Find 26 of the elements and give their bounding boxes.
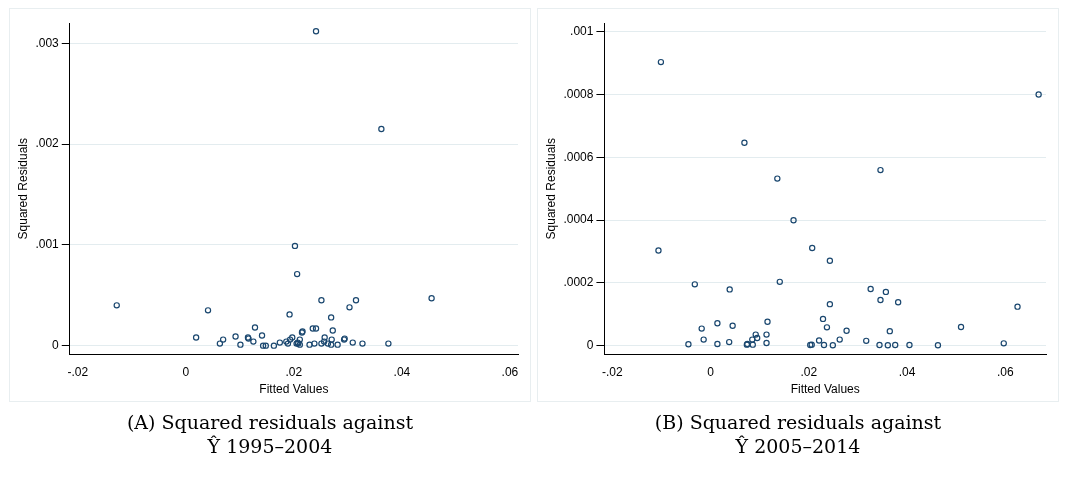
y-tick-label: 0 xyxy=(52,337,60,352)
y-tick-label: .0004 xyxy=(563,212,594,227)
y-axis-title: Squared Residuals xyxy=(543,138,558,240)
x-tick-label: .02 xyxy=(800,364,818,379)
y-tick-label: .003 xyxy=(35,35,60,50)
y-tick-label: .001 xyxy=(35,237,60,252)
x-tick-label: .06 xyxy=(501,364,519,379)
x-tick-label: .02 xyxy=(285,364,303,379)
x-tick-label: .04 xyxy=(393,364,411,379)
x-tick-label: 0 xyxy=(707,364,715,379)
text: (A) Squared residuals against Ŷ 1995–2004 xyxy=(125,410,415,458)
x-tick-label: .04 xyxy=(898,364,916,379)
x-axis-title: Fitted Values xyxy=(259,382,329,397)
y-tick-label: .0008 xyxy=(563,86,594,101)
y-tick-label: .0002 xyxy=(563,275,594,290)
text: (B) Squared residuals against Ŷ 2005–2014 xyxy=(653,410,943,458)
x-tick-label: 0 xyxy=(182,364,190,379)
y-tick-label: .002 xyxy=(35,136,60,151)
x-axis-title: Fitted Values xyxy=(790,382,860,397)
y-axis-title: Squared Residuals xyxy=(15,138,30,240)
y-tick-label: 0 xyxy=(586,337,594,352)
x-tick-label: .06 xyxy=(996,364,1014,379)
x-tick-label: -.02 xyxy=(601,364,623,379)
y-tick-label: .0006 xyxy=(563,149,594,164)
y-tick-label: .001 xyxy=(570,23,594,38)
x-tick-label: -.02 xyxy=(67,364,89,379)
